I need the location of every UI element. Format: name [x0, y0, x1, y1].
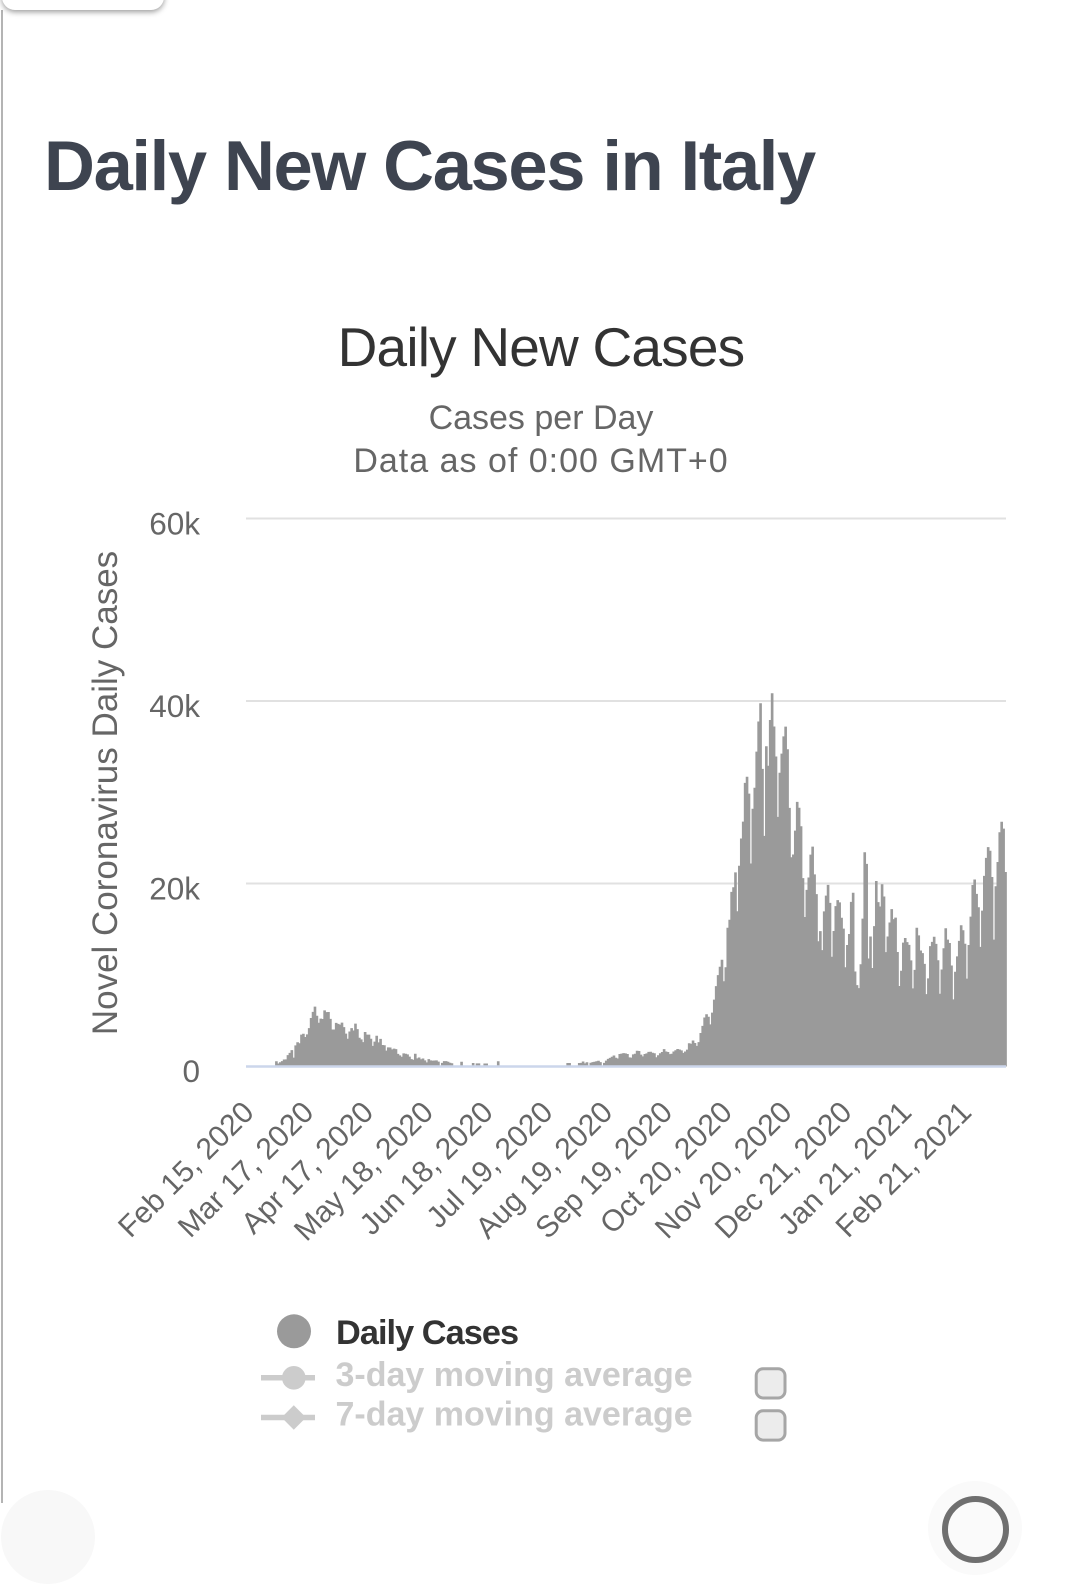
svg-text:60k: 60k	[149, 506, 200, 542]
svg-text:3-day moving average: 3-day moving average	[336, 1356, 693, 1394]
svg-text:40k: 40k	[149, 688, 200, 724]
svg-text:Daily Cases: Daily Cases	[336, 1314, 518, 1352]
svg-text:Daily New Cases: Daily New Cases	[338, 316, 745, 378]
svg-text:7-day moving average: 7-day moving average	[336, 1396, 693, 1434]
svg-text:0: 0	[182, 1053, 200, 1089]
svg-text:Cases per Day: Cases per Day	[429, 399, 654, 437]
svg-text:Data as of 0:00 GMT+0: Data as of 0:00 GMT+0	[353, 442, 728, 480]
svg-text:Novel Coronavirus Daily Cases: Novel Coronavirus Daily Cases	[86, 551, 125, 1035]
svg-text:20k: 20k	[149, 871, 200, 907]
